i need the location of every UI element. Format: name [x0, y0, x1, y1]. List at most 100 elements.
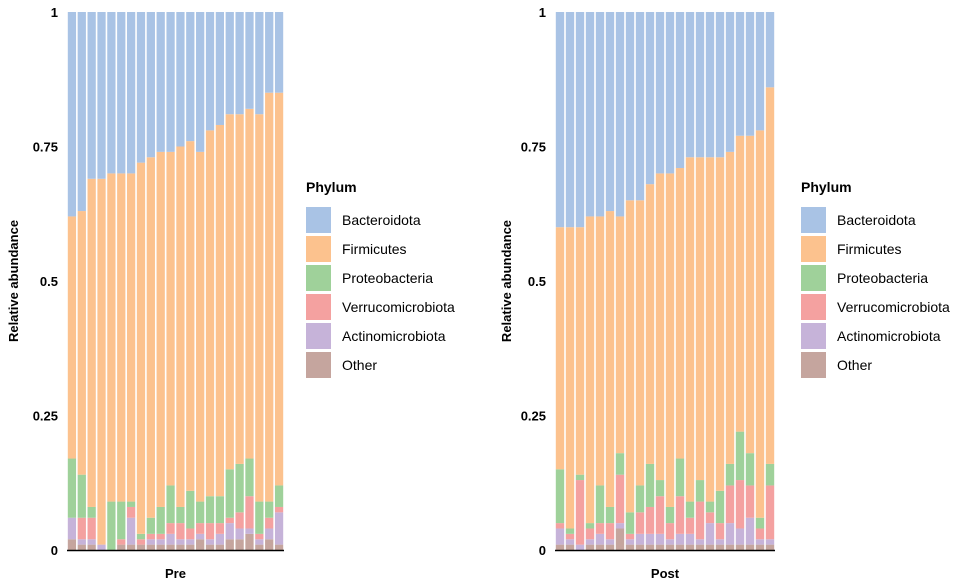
- bar-segment-bacteroidota: [156, 12, 165, 152]
- bar-segment-proteobacteria: [715, 490, 725, 524]
- legend-label-firmicutes: Firmicutes: [837, 241, 902, 257]
- bar-segment-actinomicrobiota: [555, 528, 565, 545]
- legend-swatch-proteobacteria: [306, 265, 331, 291]
- bar-sample-19: [245, 12, 254, 550]
- bar-segment-bacteroidota: [265, 12, 274, 93]
- bar-segment-proteobacteria: [136, 533, 146, 540]
- bar-segment-firmicutes: [575, 227, 585, 475]
- y-tick-label: 1: [539, 5, 546, 20]
- bar-segment-bacteroidota: [645, 12, 655, 185]
- bar-segment-verrucomicrobiota: [645, 506, 655, 534]
- bar-segment-actinomicrobiota: [156, 539, 165, 545]
- bar-segment-verrucomicrobiota: [665, 523, 675, 540]
- bar-segment-bacteroidota: [585, 12, 595, 217]
- legend-label-actinomicrobiota: Actinomicrobiota: [342, 328, 446, 344]
- bar-sample-10: [645, 12, 655, 550]
- bar-segment-proteobacteria: [146, 517, 155, 534]
- bar-sample-18: [725, 12, 735, 550]
- bar-segment-actinomicrobiota: [755, 539, 765, 545]
- bar-segment-proteobacteria: [274, 485, 284, 507]
- bar-segment-other: [625, 544, 635, 550]
- bar-segment-proteobacteria: [705, 501, 715, 513]
- bar-segment-verrucomicrobiota: [605, 523, 615, 540]
- bar-segment-bacteroidota: [715, 12, 725, 158]
- bar-sample-22: [765, 12, 775, 550]
- bar-segment-firmicutes: [605, 211, 615, 507]
- bar-segment-other: [126, 544, 136, 550]
- bar-sample-7: [615, 12, 625, 550]
- bar-segment-firmicutes: [136, 162, 146, 534]
- bar-segment-actinomicrobiota: [575, 544, 585, 550]
- bar-segment-bacteroidota: [215, 12, 225, 125]
- bar-segment-verrucomicrobiota: [146, 533, 155, 540]
- bar-segment-proteobacteria: [176, 506, 185, 524]
- bar-segment-actinomicrobiota: [77, 539, 86, 545]
- bar-segment-bacteroidota: [245, 12, 254, 109]
- bar-segment-bacteroidota: [146, 12, 155, 158]
- bar-segment-other: [645, 544, 655, 550]
- bar-segment-firmicutes: [274, 92, 284, 486]
- y-tick-label: 0.5: [528, 274, 546, 289]
- bar-segment-actinomicrobiota: [635, 533, 645, 545]
- bar-segment-actinomicrobiota: [715, 539, 725, 545]
- bar-sample-16: [215, 12, 225, 550]
- bar-segment-other: [765, 544, 775, 550]
- bar-segment-other: [585, 544, 595, 550]
- bar-segment-other: [755, 544, 765, 550]
- bar-sample-1: [555, 12, 565, 550]
- bar-sample-4: [97, 12, 106, 550]
- bar-segment-proteobacteria: [735, 431, 745, 481]
- bar-segment-bacteroidota: [765, 12, 775, 88]
- bar-segment-firmicutes: [186, 141, 195, 491]
- bar-segment-verrucomicrobiota: [87, 517, 96, 540]
- bar-segment-other: [745, 544, 755, 550]
- bar-segment-verrucomicrobiota: [705, 512, 715, 524]
- y-tick-label: 0.25: [521, 409, 546, 424]
- bar-segment-firmicutes: [615, 216, 625, 454]
- legend-swatch-actinomicrobiota: [801, 323, 826, 349]
- bar-segment-bacteroidota: [67, 12, 77, 217]
- bar-sample-15: [205, 12, 215, 550]
- bar-segment-bacteroidota: [735, 12, 745, 136]
- bar-segment-bacteroidota: [635, 12, 645, 201]
- legend-label-firmicutes: Firmicutes: [342, 241, 407, 257]
- legend-label-other: Other: [342, 357, 377, 373]
- bar-segment-firmicutes: [665, 173, 675, 507]
- bar-segment-firmicutes: [77, 211, 86, 475]
- bar-segment-bacteroidota: [97, 12, 106, 179]
- bar-segment-verrucomicrobiota: [585, 528, 595, 540]
- bar-segment-bacteroidota: [235, 12, 244, 115]
- bar-segment-verrucomicrobiota: [176, 523, 185, 540]
- bar-segment-proteobacteria: [615, 453, 625, 475]
- bar-segment-bacteroidota: [615, 12, 625, 217]
- legend: Phylum Bacteroidota Firmicutes Proteobacter…: [306, 179, 455, 378]
- bar-segment-firmicutes: [245, 108, 254, 459]
- bar-segment-bacteroidota: [77, 12, 86, 212]
- bar-segment-other: [725, 544, 735, 550]
- bar-segment-verrucomicrobiota: [595, 523, 605, 534]
- bar-segment-other: [176, 544, 185, 550]
- bar-segment-verrucomicrobiota: [235, 512, 244, 529]
- bar-segment-bacteroidota: [665, 12, 675, 174]
- bar-segment-other: [705, 544, 715, 550]
- bar-segment-bacteroidota: [655, 12, 665, 174]
- bar-segment-other: [555, 544, 565, 550]
- bar-segment-actinomicrobiota: [235, 528, 244, 540]
- legend-swatch-verrucomicrobiota: [306, 294, 331, 320]
- bar-sample-14: [685, 12, 695, 550]
- bar-segment-actinomicrobiota: [215, 533, 225, 545]
- legend-swatch-verrucomicrobiota: [801, 294, 826, 320]
- legend-label-bacteroidota: Bacteroidota: [342, 212, 421, 228]
- bar-segment-proteobacteria: [625, 512, 635, 534]
- bar-segment-firmicutes: [215, 124, 225, 497]
- bar-segment-verrucomicrobiota: [265, 517, 274, 529]
- bar-segment-proteobacteria: [745, 453, 755, 486]
- y-axis-title: Relative abundance: [6, 220, 21, 342]
- bar-segment-bacteroidota: [625, 12, 635, 201]
- bar-segment-firmicutes: [585, 216, 595, 524]
- bar-segment-other: [146, 544, 155, 550]
- bar-sample-19: [735, 12, 745, 550]
- bar-segment-proteobacteria: [117, 501, 126, 540]
- bar-segment-proteobacteria: [77, 474, 86, 518]
- bar-segment-firmicutes: [67, 216, 77, 459]
